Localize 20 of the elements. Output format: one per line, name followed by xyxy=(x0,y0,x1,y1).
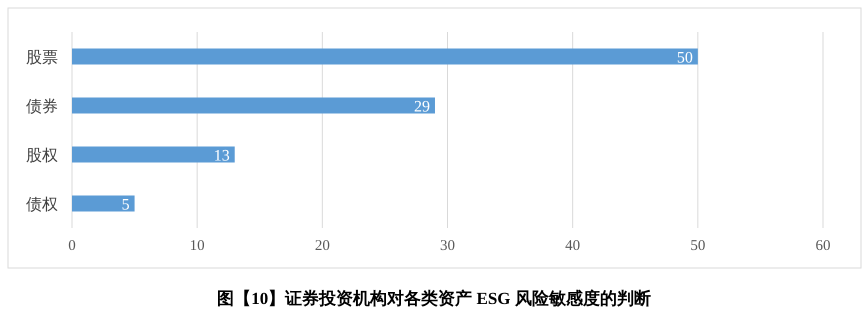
bar xyxy=(72,196,135,212)
x-tick-label: 40 xyxy=(565,238,580,254)
bar xyxy=(72,48,698,64)
y-tick-label: 股票 xyxy=(26,50,58,66)
bar xyxy=(72,98,435,114)
x-tick-label: 10 xyxy=(190,238,205,254)
x-tick-label: 30 xyxy=(440,238,455,254)
data-label: 50 xyxy=(676,50,693,66)
x-tick-label: 60 xyxy=(816,238,830,254)
data-label: 5 xyxy=(122,196,130,214)
y-tick-label: 债券 xyxy=(26,98,58,116)
y-tick-label: 债权 xyxy=(26,196,58,214)
text: 图【10】证券投资机构对各类资产 ESG 风险敏感度的判断 xyxy=(217,289,651,308)
bar xyxy=(72,146,235,162)
x-tick-label: 20 xyxy=(314,238,330,254)
x-tick-label: 0 xyxy=(68,238,76,254)
x-tick-label: 50 xyxy=(690,238,706,254)
y-tick-label: 股权 xyxy=(26,148,58,164)
data-label: 29 xyxy=(414,98,430,116)
data-label: 13 xyxy=(214,148,230,164)
